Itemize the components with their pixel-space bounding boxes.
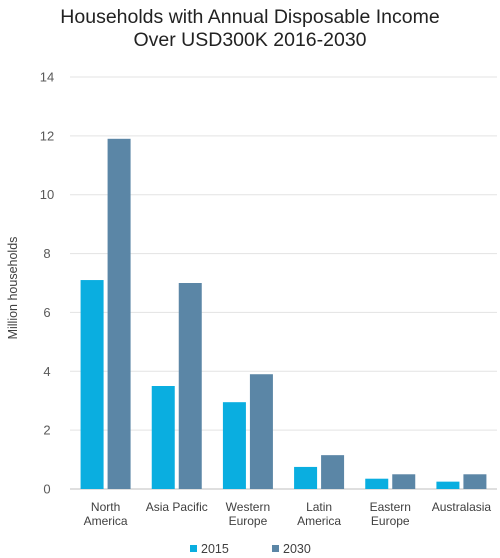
bar-2015 [222,402,246,489]
x-category-label: Europe [371,514,410,528]
x-category-label: Australasia [432,500,492,514]
y-tick-label: 6 [43,305,50,320]
legend: 2015 2030 [190,542,311,556]
bar-2030 [249,374,273,489]
bar-2015 [294,466,318,489]
bar-2015 [436,481,460,489]
bar-2030 [392,474,416,489]
y-tick-label: 8 [43,246,50,261]
y-axis-label: Million households [6,237,20,340]
y-tick-label: 2 [43,423,50,438]
bar-2030 [463,474,487,489]
legend-label-2015: 2015 [201,542,229,556]
y-tick-label: 14 [40,70,54,85]
bar-2015 [80,280,104,489]
x-category-label: Europe [229,514,268,528]
legend-label-2030: 2030 [283,542,311,556]
x-category-label: Eastern [370,500,411,514]
y-tick-label: 4 [43,364,50,379]
x-category-label: North [91,500,120,514]
legend-swatch-2015 [190,545,197,552]
bar-2015 [151,386,175,489]
y-axis-ticks: 0 2 4 6 8 10 12 14 [40,70,54,497]
x-category-label: Western [226,500,270,514]
chart-title-line-1: Households with Annual Disposable Income [60,6,440,28]
bar-2030 [178,283,202,489]
bar-2030 [107,138,131,490]
x-category-label: America [84,514,128,528]
bar-2030 [321,455,345,489]
y-tick-label: 10 [40,187,54,202]
x-category-label: America [297,514,341,528]
x-category-label: Latin [306,500,332,514]
y-tick-label: 0 [43,482,50,497]
y-tick-label: 12 [40,128,54,143]
bar-2015 [365,478,389,489]
chart-title: Households with Annual Disposable Income… [0,6,500,52]
legend-swatch-2030 [272,545,279,552]
bars [80,138,487,490]
gridlines [70,76,497,490]
x-category-label: Asia Pacific [146,500,208,514]
chart-title-line-2: Over USD300K 2016-2030 [133,29,367,51]
